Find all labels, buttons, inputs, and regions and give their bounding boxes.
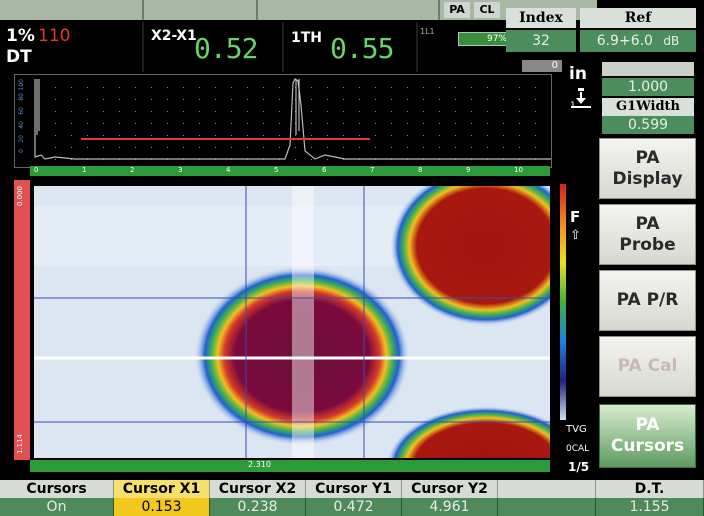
ref-label: Ref: [580, 8, 696, 28]
th-value: 0.55: [330, 32, 394, 65]
ref-value: 6.9+6.0: [596, 33, 653, 49]
ascan-y-tick: 60: [18, 107, 25, 115]
cal-label: 0CAL: [566, 444, 590, 454]
ascan-y-tick: 0: [18, 149, 25, 153]
menu-pa-probe[interactable]: PA Probe: [599, 204, 696, 265]
th-readout: 1TH 0.55: [286, 22, 418, 72]
unit-area: in 1: [564, 62, 598, 182]
arrow-up-icon: ⇧: [570, 228, 581, 243]
g1width-value[interactable]: 0.599: [602, 116, 694, 134]
param1-value[interactable]: 1.000: [602, 78, 694, 96]
cscan-image: [32, 184, 552, 460]
ref-unit: dB: [663, 34, 680, 48]
param-cursor-y1-value[interactable]: 0.472: [306, 498, 402, 516]
tvg-label: TVG: [566, 424, 587, 435]
param-empty-value: [498, 498, 596, 516]
svg-text:1: 1: [570, 101, 576, 111]
ascan-x-tick: 9: [466, 166, 471, 174]
ascan-x-tick: 5: [274, 166, 279, 174]
filter-label: F: [570, 208, 581, 226]
scale-top: 0.000: [16, 186, 24, 207]
param-dt-value[interactable]: 1.155: [596, 498, 704, 516]
menu-pa-cal[interactable]: PA Cal: [599, 336, 696, 397]
cursor-readout: 2.310: [248, 460, 271, 469]
ascan-yaxis: 100 80 60 40 20 0: [15, 75, 31, 167]
ascan-y-tick: 20: [18, 135, 25, 143]
gate-pct: 1%: [6, 26, 35, 46]
th-label: 1TH: [291, 30, 323, 46]
cscan-svg: [34, 186, 550, 458]
unit-label: in: [569, 64, 587, 84]
param-empty-label: [498, 480, 596, 498]
ascan-y-tick: 40: [18, 121, 25, 129]
ascan-x-tick: 4: [226, 166, 231, 174]
ascan-y-tick: 100: [18, 79, 25, 91]
param-cursors-label: Cursors: [0, 480, 114, 498]
status-bar: PA CL: [0, 0, 597, 20]
menu-pa-display[interactable]: PA Display: [599, 138, 696, 199]
param-cursor-x1-label: Cursor X1: [114, 480, 210, 498]
param1-header: [602, 62, 694, 76]
param-cursor-y2-label: Cursor Y2: [402, 480, 498, 498]
ref-value-box[interactable]: 6.9+6.0 dB: [580, 30, 696, 52]
param-cursor-x2-value[interactable]: 0.238: [210, 498, 306, 516]
channel-label: 1L1: [420, 27, 435, 36]
ascan-xaxis: 0 1 2 3 4 5 6 7 8 9 10: [30, 166, 550, 176]
palette-area: [552, 180, 598, 478]
index-value[interactable]: 32: [506, 30, 576, 52]
param-dt-label: D.T.: [596, 480, 704, 498]
param-cursor-y1-label: Cursor Y1: [306, 480, 402, 498]
ascan-x-tick: 1: [82, 166, 87, 174]
cl-indicator: CL: [474, 2, 500, 18]
gate-readout: 1% 110 DT: [0, 22, 144, 72]
param-cursor-y2-value[interactable]: 4.961: [402, 498, 498, 516]
battery-level: 97%: [486, 34, 507, 44]
ascan-y-tick: 80: [18, 93, 25, 101]
diff-value: 0.52: [194, 32, 258, 65]
diff-readout: X2-X1 0.52: [146, 22, 284, 72]
image-yaxis: 0.000 1.114: [14, 180, 30, 460]
ascan-svg: [34, 78, 551, 160]
menu-pa-cursors[interactable]: PA Cursors: [599, 404, 696, 468]
gate-mode: DT: [6, 47, 32, 67]
zero-offset: 0: [522, 60, 562, 72]
ascan-x-tick: 8: [418, 166, 423, 174]
probe-icon: 1: [570, 88, 591, 111]
scale-bottom: 1.114: [16, 433, 24, 454]
image-xaxis: 2.310: [30, 460, 550, 472]
ascan-x-tick: 0: [34, 166, 39, 174]
ascan-x-tick: 6: [322, 166, 327, 174]
battery-icon: 97%: [458, 32, 508, 46]
ascan-plot: 100 80 60 40 20 0: [14, 74, 552, 168]
g1width-label: G1Width: [602, 98, 694, 116]
index-label: Index: [506, 8, 576, 28]
gate-value: 110: [38, 26, 71, 46]
pa-indicator: PA: [444, 2, 470, 18]
ascan-x-tick: 7: [370, 166, 375, 174]
menu-pa-pr[interactable]: PA P/R: [599, 270, 696, 331]
param-cursor-x1-value[interactable]: 0.153: [114, 498, 210, 516]
ascan-x-tick: 3: [178, 166, 183, 174]
ascan-x-tick: 2: [130, 166, 135, 174]
page-label: 1/5: [568, 460, 590, 474]
color-palette: [560, 184, 566, 420]
param-cursor-x2-label: Cursor X2: [210, 480, 306, 498]
diff-label: X2-X1: [151, 28, 197, 44]
ascan-x-tick: 10: [514, 166, 523, 174]
param-cursors-value[interactable]: On: [0, 498, 114, 516]
